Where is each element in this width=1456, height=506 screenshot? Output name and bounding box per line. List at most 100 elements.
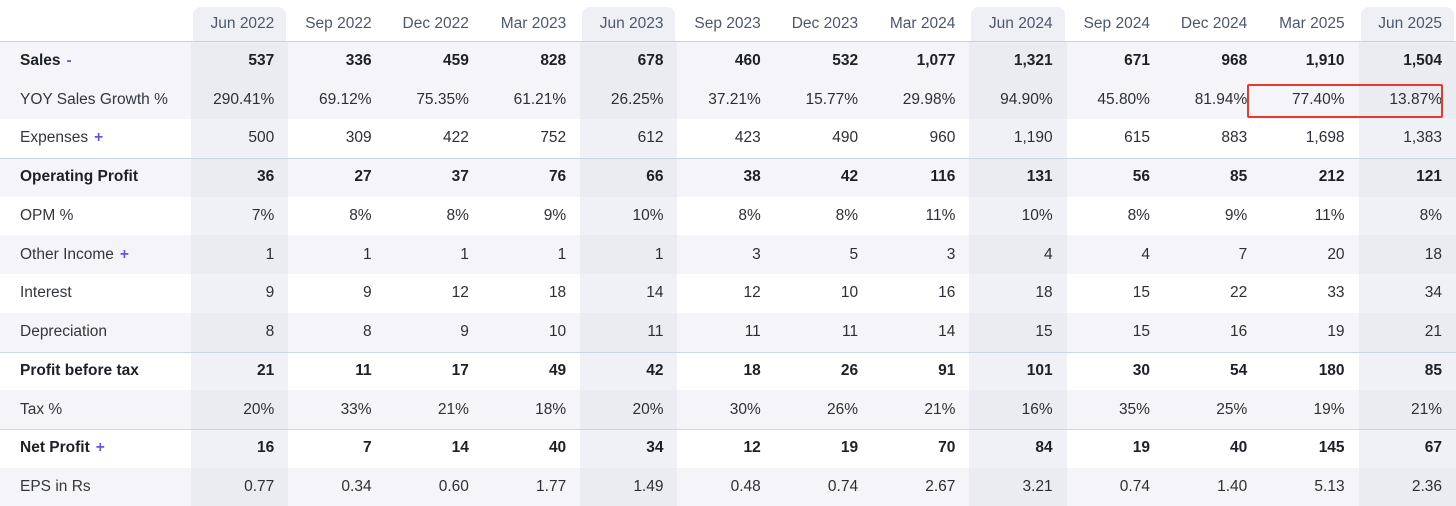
- cell: 1: [385, 235, 483, 274]
- cell: 70: [872, 429, 969, 468]
- cell: 16%: [969, 390, 1067, 429]
- cell: 1,910: [1261, 41, 1359, 81]
- column-header-label: Sep 2024: [1083, 15, 1150, 32]
- cell: 490: [832, 129, 859, 147]
- cell: 94.90%: [969, 80, 1067, 119]
- cell: 15: [1066, 312, 1164, 352]
- cell: 40: [483, 429, 580, 468]
- table-row-net-profit: Net Profit +16 7 14 40 34 12 19 70 84 19 40 145 67: [0, 429, 1456, 468]
- row-label-cell: Interest: [0, 274, 191, 313]
- expand-toggle-icon[interactable]: +: [95, 439, 105, 457]
- cell: 13.87%: [1358, 80, 1456, 119]
- cell: 34: [1358, 274, 1456, 313]
- column-header-label: Jun 2025: [1360, 7, 1454, 41]
- cell: 1,321: [969, 41, 1067, 81]
- row-label: OPM %: [20, 206, 74, 224]
- cell: 66: [580, 157, 678, 197]
- cell: 36: [191, 157, 289, 197]
- row-label-cell: Operating Profit: [0, 157, 191, 197]
- row-label: Operating Profit: [20, 168, 138, 186]
- row-label-cell: Expenses +: [0, 119, 191, 158]
- column-header-jun-2025: Jun 2025: [1358, 0, 1456, 42]
- cell: 42: [774, 157, 873, 197]
- cell: 309: [345, 129, 372, 147]
- cell: 21%: [385, 390, 483, 429]
- row-label: Tax %: [20, 400, 63, 418]
- cell: 116: [872, 157, 970, 197]
- cell: 537: [191, 41, 289, 81]
- cell: 20: [1261, 235, 1359, 274]
- cell: 8%: [1358, 196, 1456, 236]
- expand-toggle-icon[interactable]: +: [94, 129, 104, 147]
- column-header-label: Sep 2022: [305, 15, 372, 32]
- column-header-sep-2023: Sep 2023: [677, 0, 775, 42]
- cell: 7: [1163, 235, 1262, 274]
- collapse-toggle-icon[interactable]: -: [66, 52, 72, 70]
- column-header-label: Jun 2023: [582, 7, 676, 41]
- cell: 290.41%: [191, 80, 289, 119]
- cell: 10: [482, 312, 581, 352]
- cell: 49: [483, 352, 580, 391]
- cell: 615: [1124, 129, 1150, 147]
- cell: 2.36: [1358, 467, 1456, 506]
- cell: 76: [482, 157, 581, 197]
- column-header-label: Jun 2022: [193, 7, 287, 41]
- cell: 7: [288, 429, 385, 468]
- cell: 61.21%: [482, 80, 581, 119]
- cell: 532: [774, 41, 873, 81]
- cell: 40: [1164, 429, 1261, 468]
- cell: 16: [1163, 312, 1262, 352]
- cell: 19: [1261, 312, 1359, 352]
- cell: 121: [1358, 157, 1456, 197]
- cell: 20%: [191, 390, 289, 429]
- cell: 0.74: [774, 467, 873, 506]
- cell: 10%: [969, 196, 1067, 236]
- column-header-label: Sep 2023: [694, 15, 761, 32]
- cell: 10%: [580, 196, 678, 236]
- column-header-label: Mar 2025: [1279, 15, 1345, 32]
- cell: 21: [191, 351, 289, 391]
- cell: 180: [1261, 352, 1358, 391]
- cell: 37.21%: [677, 80, 775, 119]
- cell: 828: [482, 41, 581, 81]
- cell: 18: [677, 352, 774, 391]
- row-label: EPS in Rs: [20, 478, 91, 496]
- cell: 10: [840, 284, 859, 302]
- cell: 69.12%: [288, 80, 386, 119]
- cell: 54: [1164, 352, 1261, 391]
- table-row-profit-before-tax: Profit before tax 21 11 17 49 42 18 26 91 101 30 54…: [0, 351, 1456, 391]
- cell: 1: [482, 235, 581, 274]
- column-header-dec-2023: Dec 2023: [774, 0, 873, 42]
- cell: 11: [774, 312, 873, 352]
- cell: 25%: [1163, 390, 1262, 429]
- cell: 26%: [774, 390, 873, 429]
- cell: 20%: [580, 390, 678, 429]
- cell: 9%: [543, 206, 567, 224]
- column-header-sep-2024: Sep 2024: [1066, 0, 1164, 42]
- cell: 35%: [1066, 390, 1164, 429]
- table-row-expenses: Expenses +500 309 422 752 612 423 490 960 1,190 61…: [0, 119, 1456, 158]
- cell: 9: [362, 284, 372, 302]
- expand-toggle-icon[interactable]: +: [119, 245, 129, 263]
- cell: 1,698: [1305, 129, 1345, 147]
- cell: 67: [1358, 429, 1456, 468]
- cell: 33: [1327, 284, 1345, 302]
- cell: 11%: [925, 206, 956, 224]
- cell: 0.74: [1066, 467, 1164, 506]
- cell: 15: [969, 312, 1067, 352]
- cell: 1: [288, 235, 386, 274]
- table-row-depreciation: Depreciation 8 8 9 10 11 11 11 14 15 15 16 19 21: [0, 312, 1456, 352]
- cell: 8%: [835, 206, 859, 224]
- row-label-cell: Sales -: [0, 41, 191, 81]
- cell: 21%: [1358, 390, 1456, 429]
- cell: 19: [1067, 429, 1164, 468]
- cell: 459: [385, 41, 483, 81]
- cell: 101: [969, 351, 1067, 391]
- row-label: Interest: [20, 284, 72, 302]
- cell: 3: [677, 235, 775, 274]
- cell: 2.67: [872, 467, 970, 506]
- cell: 3: [872, 235, 970, 274]
- cell: 11: [677, 312, 775, 352]
- cell: 752: [540, 129, 567, 147]
- column-header-jun-2022: Jun 2022: [191, 0, 289, 42]
